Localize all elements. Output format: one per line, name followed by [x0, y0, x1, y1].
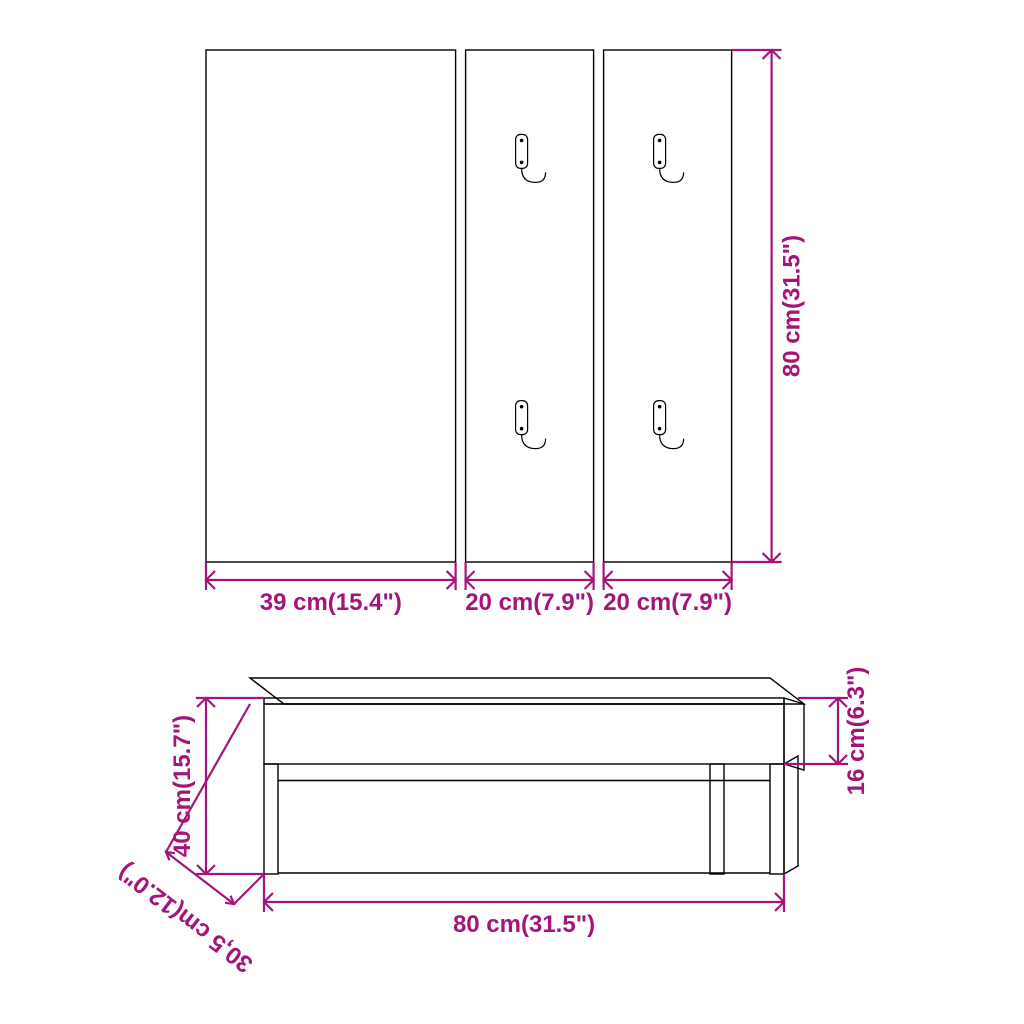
dim-width-0: 39 cm(15.4"): [260, 589, 402, 616]
dim-bench-height-40: 40 cm(15.7"): [169, 715, 196, 857]
dim-bench-height-16: 16 cm(6.3"): [843, 667, 870, 796]
dim-bench-depth-305: 30,5 cm(12.0"): [113, 858, 258, 978]
bench-leg-right: [770, 764, 784, 874]
bench-drawer-front: [264, 704, 784, 764]
hook-arm: [522, 168, 546, 182]
wall-panel: [604, 50, 732, 562]
dim-bench-width-80: 80 cm(31.5"): [453, 911, 595, 938]
wall-panel: [206, 50, 456, 562]
hook-arm: [660, 168, 684, 182]
hook-arm: [660, 435, 684, 449]
dim-width-2: 20 cm(7.9"): [603, 589, 732, 616]
dim-width-1: 20 cm(7.9"): [465, 589, 594, 616]
hook-arm: [522, 435, 546, 449]
dim-height-80: 80 cm(31.5"): [779, 235, 806, 377]
bench-leg-left: [264, 764, 278, 874]
wall-panel: [466, 50, 594, 562]
bench-top: [250, 678, 804, 704]
